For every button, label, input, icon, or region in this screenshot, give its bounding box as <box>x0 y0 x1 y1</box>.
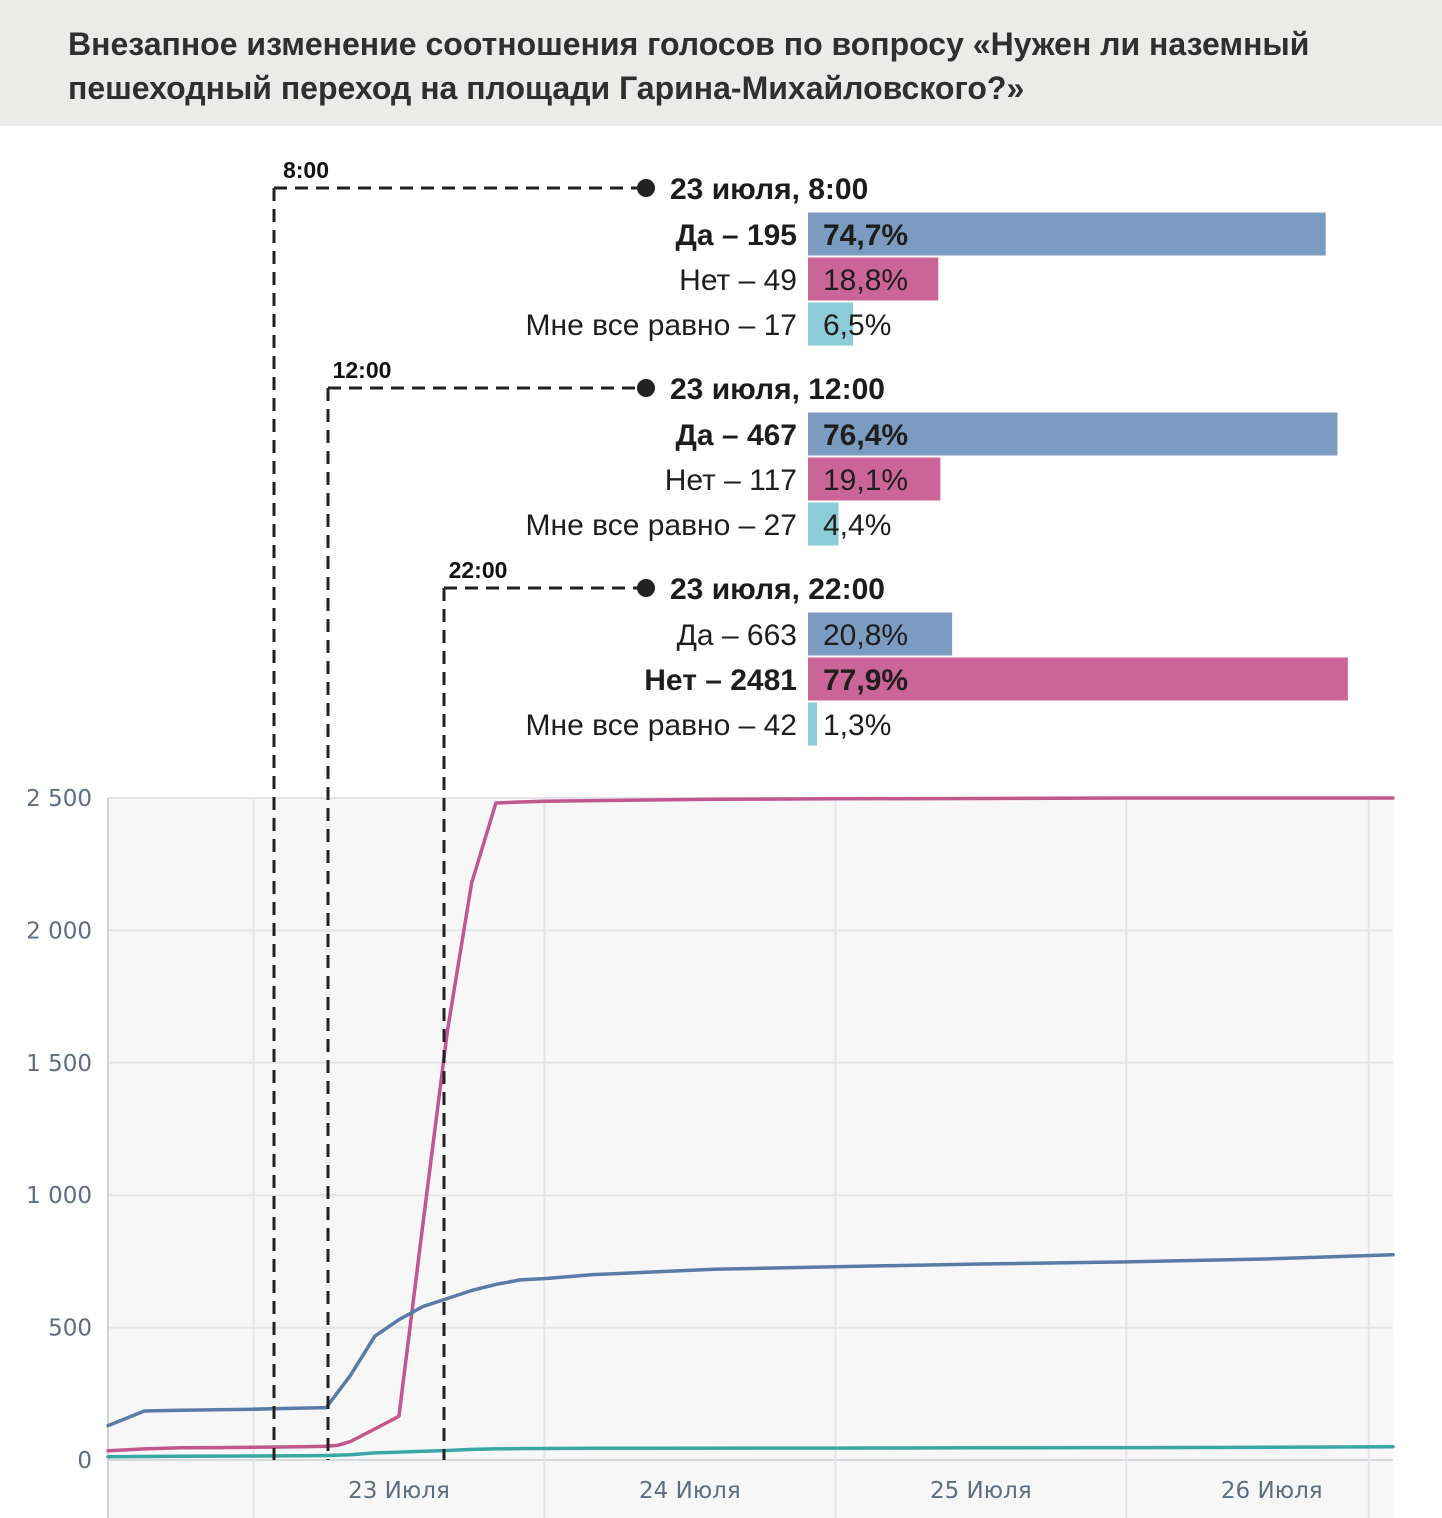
y-tick-label: 1 000 <box>26 1183 92 1209</box>
snapshot-panel: 23 июля, 22:00 Да – 663 20,8% Нет – 2481 77,… <box>526 573 1348 746</box>
x-tick-label: 23 Июля <box>348 1478 450 1504</box>
snapshot-panels: 23 июля, 8:00 Да – 195 74,7% Нет – 49 18,8% М… <box>526 173 1348 746</box>
row-label-yes: Да – 195 <box>676 219 797 252</box>
chart-title: Внезапное изменение соотношения голосов … <box>68 26 1310 106</box>
snapshot-panel: 23 июля, 8:00 Да – 195 74,7% Нет – 49 18,8% М… <box>526 173 1326 346</box>
row-pct-indifferent: 6,5% <box>823 309 891 342</box>
guide-dot <box>637 379 655 397</box>
bar-indifferent <box>808 302 854 346</box>
title-bar: Внезапное изменение соотношения голосов … <box>0 0 1442 126</box>
bar-no <box>808 657 1348 701</box>
row-label-yes: Да – 663 <box>677 619 797 652</box>
row-label-no: Нет – 49 <box>679 264 797 297</box>
guide-dot <box>637 579 655 597</box>
series-line-no <box>106 796 1395 1453</box>
x-tick-label: 26 Июля <box>1221 1478 1323 1504</box>
snapshot-time-label: 22:00 <box>449 557 508 583</box>
plot-background <box>108 798 1393 1518</box>
y-tick-label: 2 000 <box>26 918 92 944</box>
y-tick-label: 500 <box>48 1316 92 1342</box>
snapshot-panel: 23 июля, 12:00 Да – 467 76,4% Нет – 117 19,1… <box>526 373 1338 546</box>
row-pct-indifferent: 4,4% <box>823 509 891 542</box>
bar-no <box>808 257 939 301</box>
snapshot-date-label: 23 июля, 8:00 <box>670 173 868 206</box>
bar-yes <box>808 612 953 656</box>
row-pct-yes: 76,4% <box>823 419 908 452</box>
row-label-no: Нет – 117 <box>665 464 797 497</box>
row-pct-yes: 74,7% <box>823 219 908 252</box>
y-tick-label: 2 500 <box>26 786 92 812</box>
x-tick-label: 25 Июля <box>930 1478 1032 1504</box>
y-tick-label: 1 500 <box>26 1051 92 1077</box>
row-pct-indifferent: 1,3% <box>823 709 891 742</box>
row-label-indifferent: Мне все равно – 42 <box>526 709 797 742</box>
snapshot-time-label: 12:00 <box>333 357 392 383</box>
row-label-indifferent: Мне все равно – 17 <box>526 309 797 342</box>
series-line-indifferent <box>106 1445 1395 1459</box>
snapshot-date-label: 23 июля, 12:00 <box>670 373 885 406</box>
snapshot-time-label: 8:00 <box>283 157 329 183</box>
bar-indifferent <box>808 702 818 746</box>
row-label-yes: Да – 467 <box>676 419 797 452</box>
row-label-no: Нет – 2481 <box>644 664 797 697</box>
row-label-indifferent: Мне все равно – 27 <box>526 509 797 542</box>
row-pct-no: 18,8% <box>823 264 908 297</box>
bar-no <box>808 457 941 501</box>
y-tick-label: 0 <box>77 1448 92 1474</box>
bar-yes <box>808 212 1326 256</box>
snapshot-date-label: 23 июля, 22:00 <box>670 573 885 606</box>
row-pct-yes: 20,8% <box>823 619 908 652</box>
plot-area: 0 500 1 000 1 500 2 000 2 500 23 Июля 24 Июля 25… <box>26 786 1395 1518</box>
bar-indifferent <box>808 502 839 546</box>
guide-dot <box>637 179 655 197</box>
snapshot-guides: 8:00 12:00 22:00 <box>272 157 655 1460</box>
bar-yes <box>808 412 1338 456</box>
series-line-yes <box>106 1253 1395 1428</box>
x-tick-label: 24 Июля <box>639 1478 741 1504</box>
row-pct-no: 19,1% <box>823 464 908 497</box>
row-pct-no: 77,9% <box>823 664 908 697</box>
